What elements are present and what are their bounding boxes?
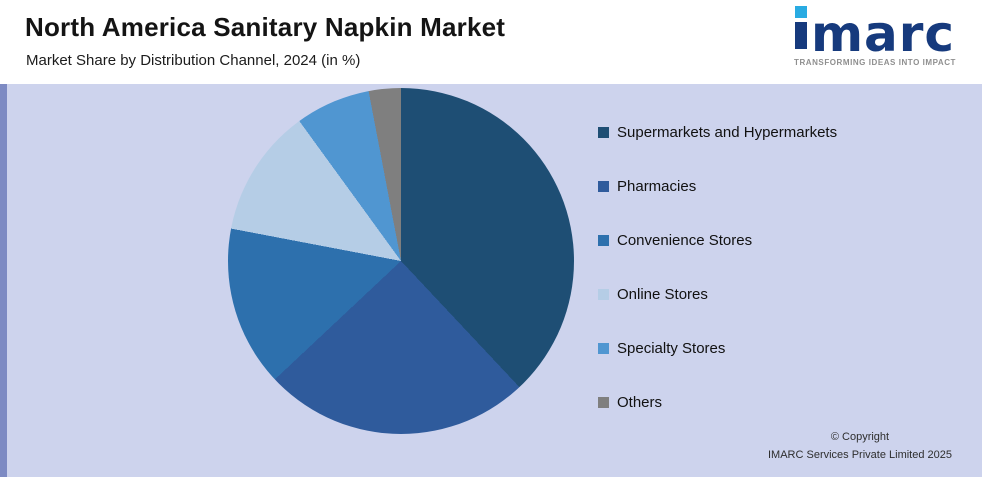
legend-label: Supermarkets and Hypermarkets [617,124,838,141]
legend-item: Specialty Stores [598,340,837,357]
legend-swatch-icon [598,181,609,192]
imarc-logo: marc TRANSFORMING IDEAS INTO IMPACT [794,6,956,67]
legend-label: Online Stores [617,286,708,303]
legend-label: Specialty Stores [617,340,726,357]
legend: Supermarkets and Hypermarkets Pharmacies C… [598,124,837,411]
legend-item: Online Stores [598,286,837,303]
legend-label: Convenience Stores [617,232,753,249]
legend-item: Pharmacies [598,178,837,195]
legend-label: Pharmacies [617,178,697,195]
logo-letter-i-icon [794,6,807,53]
logo-i-stem-icon [794,22,807,49]
legend-swatch-icon [598,397,609,408]
copyright-line2: IMARC Services Private Limited 2025 [767,449,952,462]
logo-tagline: TRANSFORMING IDEAS INTO IMPACT [794,58,956,67]
copyright: © Copyright IMARC Services Private Limit… [768,428,952,465]
legend-item: Convenience Stores [598,232,837,249]
legend-swatch-icon [598,235,609,246]
legend-item: Others [598,394,837,411]
copyright-line1: © Copyright [830,430,890,443]
imarc-wordmark: marc [794,5,956,63]
header: North America Sanitary Napkin Market Mar… [0,0,982,84]
legend-item: Supermarkets and Hypermarkets [598,124,837,141]
chart-subtitle: Market Share by Distribution Channel, 20… [26,52,361,69]
legend-swatch-icon [598,289,609,300]
pie-chart [228,88,574,434]
legend-swatch-icon [598,127,609,138]
logo-text: marc [810,5,956,63]
legend-label: Others [617,394,663,411]
logo-i-dot-icon [794,6,807,18]
legend-swatch-icon [598,343,609,354]
left-accent-strip [0,0,7,477]
chart-title: North America Sanitary Napkin Market [25,12,506,42]
